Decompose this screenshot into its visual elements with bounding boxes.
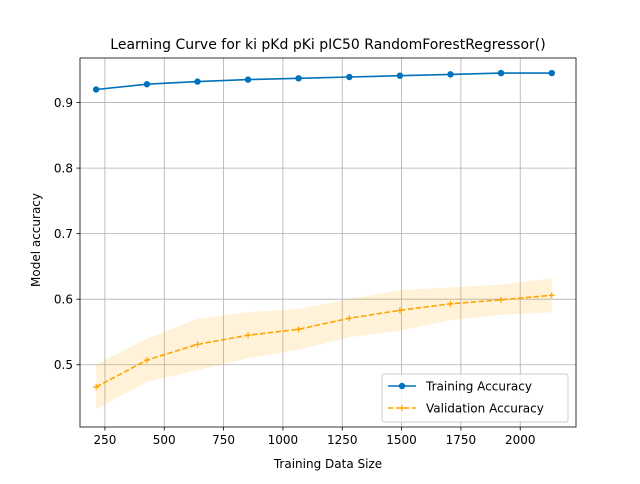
training-accuracy-point [497, 69, 505, 77]
validation-accuracy-point [498, 296, 505, 303]
training-accuracy-point [244, 76, 252, 83]
x-axis-label: Training Data Size [273, 457, 382, 471]
y-axis-label: Model accuracy [29, 193, 43, 287]
validation-accuracy-line [95, 294, 552, 388]
x-tick-label: 250 [93, 433, 116, 447]
validation-accuracy-point [548, 292, 555, 299]
validation-confidence-band [96, 278, 552, 410]
x-tick-label: 750 [212, 433, 235, 447]
x-tick-label: 1500 [386, 433, 417, 447]
training-accuracy-point [346, 73, 353, 81]
legend-training-marker [398, 382, 406, 390]
x-tick-label: 2000 [505, 433, 536, 447]
x-tick-label: 1000 [268, 433, 299, 447]
x-tick-label: 1750 [446, 433, 477, 447]
training-accuracy-point [143, 81, 151, 88]
y-tick-label: 0.9 [54, 96, 73, 110]
grid-layer [80, 58, 576, 427]
validation-accuracy-point [346, 315, 353, 322]
y-tick-label: 0.5 [54, 358, 73, 372]
legend: Training Accuracy Validation Accuracy [381, 373, 569, 423]
chart-title: Learning Curve for ki pKd pKi pIC50 Rand… [110, 37, 545, 53]
y-tick-label: 0.6 [54, 293, 73, 307]
y-tick-label: 0.8 [54, 162, 73, 176]
training-accuracy-point [295, 75, 302, 82]
axes-frame [79, 57, 577, 428]
validation-accuracy-point [396, 307, 403, 314]
x-tick-label: 1250 [327, 433, 358, 447]
validation-accuracy-point [93, 384, 100, 391]
validation-accuracy-point [295, 326, 302, 333]
x-tick-label: 500 [153, 433, 176, 447]
training-accuracy-line [96, 72, 552, 91]
y-tick-label: 0.7 [54, 227, 73, 241]
training-accuracy-point [447, 71, 454, 78]
training-accuracy-point [548, 69, 555, 77]
tick-layer: 250 500 750 1000 1250 1500 1750 2000 0.5 0.6 0.7 0.… [54, 96, 536, 447]
series-layer [92, 69, 555, 391]
legend-validation-marker [399, 405, 405, 411]
validation-accuracy-point [245, 332, 252, 339]
legend-box [381, 373, 569, 423]
validation-accuracy-point [194, 341, 201, 348]
legend-training-label: Training Accuracy [425, 380, 532, 394]
training-accuracy-point [396, 72, 404, 79]
training-accuracy-point [92, 86, 100, 93]
validation-accuracy-point [447, 300, 454, 307]
training-accuracy-point [194, 78, 201, 85]
confidence-band-layer [96, 278, 552, 410]
validation-accuracy-point [143, 357, 150, 364]
legend-validation-label: Validation Accuracy [426, 402, 544, 416]
